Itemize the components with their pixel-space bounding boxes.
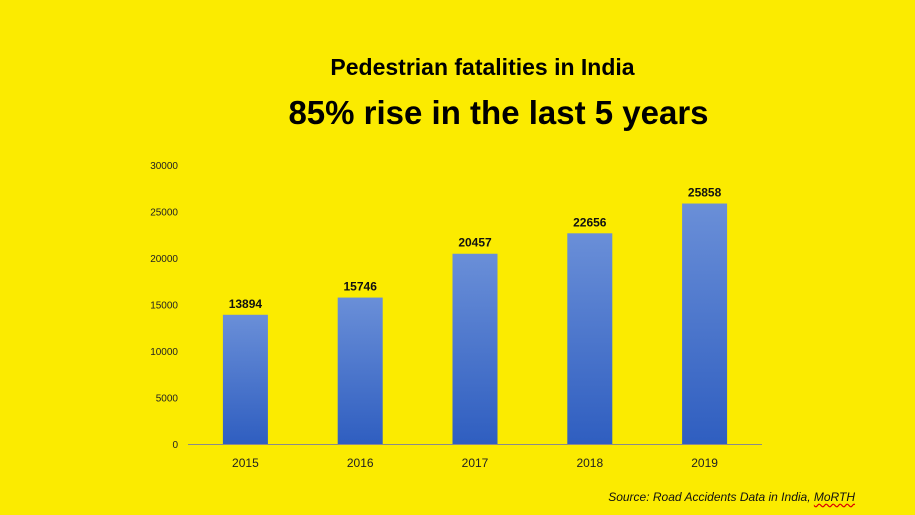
y-tick-label: 25000 [150, 208, 178, 219]
data-label-2015: 13894 [229, 297, 263, 311]
bar-2015 [222, 314, 268, 444]
source-prefix: Source: Road Accidents Data in India, [608, 490, 814, 504]
data-label-2019: 25858 [688, 186, 722, 200]
bar-2016 [337, 297, 383, 444]
source-org: MoRTH [813, 490, 855, 504]
slide-title: Pedestrian fatalities in India [330, 54, 635, 80]
y-tick-label: 15000 [150, 301, 178, 312]
bar-2017 [452, 253, 498, 444]
data-label-2018: 22656 [573, 215, 607, 229]
y-tick-label: 0 [172, 440, 178, 451]
bar-2018 [567, 233, 613, 444]
bar-2019 [682, 203, 728, 444]
x-tick-label: 2016 [347, 456, 374, 470]
x-tick-label: 2018 [576, 456, 603, 470]
x-tick-label: 2019 [691, 456, 718, 470]
data-label-2017: 20457 [458, 236, 492, 250]
data-labels: 13894 15746 20457 22656 25858 [229, 186, 722, 311]
x-tick-label: 2015 [232, 456, 259, 470]
y-tick-label: 20000 [150, 254, 178, 265]
source-note: Source: Road Accidents Data in India, Mo… [608, 490, 855, 504]
y-tick-label: 10000 [150, 347, 178, 358]
y-tick-label: 5000 [156, 394, 179, 405]
y-tick-label: 30000 [150, 161, 178, 172]
bars [222, 203, 728, 444]
x-axis: 2015 2016 2017 2018 2019 [188, 444, 762, 470]
x-tick-label: 2017 [462, 456, 489, 470]
slide-headline: 85% rise in the last 5 years [288, 94, 709, 131]
data-label-2016: 15746 [344, 280, 378, 294]
y-axis: 0 5000 10000 15000 20000 25000 30000 [150, 161, 178, 451]
